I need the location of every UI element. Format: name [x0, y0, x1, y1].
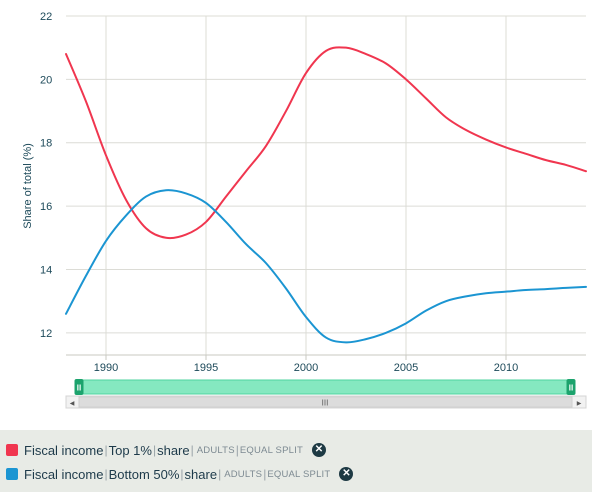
- y-axis-label: Share of total (%): [22, 143, 34, 229]
- navigator-selected-range[interactable]: [77, 379, 573, 395]
- handle-grip-icon: II: [569, 384, 573, 393]
- legend-unit: EQUAL SPLIT: [267, 468, 331, 480]
- range-scrollbar[interactable]: III ◀ ▶: [65, 395, 587, 409]
- legend-measure: share: [184, 466, 218, 482]
- y-tick-label: 16: [40, 201, 52, 213]
- legend-separator: |: [263, 467, 267, 481]
- legend-variable: Fiscal income: [24, 466, 104, 482]
- scrollbar-thumb[interactable]: [78, 396, 573, 408]
- scroll-left-arrow-icon[interactable]: ◀: [70, 401, 75, 407]
- y-tick-label: 20: [40, 74, 52, 86]
- scroll-right-arrow-icon[interactable]: ▶: [577, 401, 582, 407]
- axes: 12 14 16 18 20 22 1990 1995 2000 2005 2010: [40, 11, 586, 374]
- navigator-left-handle[interactable]: [74, 379, 84, 395]
- legend-population: ADULTS: [224, 468, 263, 480]
- legend-population: ADULTS: [196, 444, 235, 456]
- range-navigator[interactable]: II II: [74, 379, 576, 395]
- x-tick-label: 2000: [294, 362, 318, 374]
- legend-group: Top 1%: [108, 442, 152, 458]
- legend-measure: share: [157, 442, 190, 458]
- legend-item: Fiscal income | Bottom 50% | share | ADU…: [6, 464, 354, 484]
- scrollbar-grip-icon: III: [322, 399, 329, 408]
- x-tick-label: 1990: [94, 362, 118, 374]
- series-color-swatch: [6, 444, 18, 456]
- legend-separator: |: [235, 443, 239, 457]
- x-tick-label: 2010: [494, 362, 518, 374]
- legend: Fiscal income | Top 1% | share | ADULTS …: [0, 430, 592, 492]
- legend-separator: |: [190, 443, 194, 457]
- legend-separator: |: [152, 443, 157, 457]
- remove-series-icon[interactable]: ✕: [339, 467, 354, 481]
- legend-separator: |: [104, 467, 108, 481]
- line-chart: 12 14 16 18 20 22 1990 1995 2000 2005 2010 Share o…: [22, 11, 587, 409]
- series-line-bottom-50pct: [65, 189, 587, 344]
- remove-series-icon[interactable]: ✕: [311, 443, 326, 457]
- series-line-top-1pct: [65, 46, 587, 240]
- legend-item: Fiscal income | Top 1% | share | ADULTS …: [6, 440, 326, 460]
- legend-separator: |: [180, 467, 184, 481]
- legend-separator: |: [218, 467, 222, 481]
- y-tick-label: 18: [40, 138, 52, 150]
- navigator-right-handle[interactable]: [566, 379, 576, 395]
- y-tick-label: 22: [40, 11, 52, 23]
- legend-unit: EQUAL SPLIT: [239, 444, 303, 456]
- y-tick-label: 12: [40, 328, 52, 340]
- legend-group: Bottom 50%: [108, 466, 180, 482]
- legend-separator: |: [104, 443, 108, 457]
- series-color-swatch: [6, 468, 18, 480]
- legend-variable: Fiscal income: [24, 442, 104, 458]
- handle-grip-icon: II: [77, 384, 81, 393]
- grid: [66, 15, 586, 355]
- series-lines: [65, 46, 587, 344]
- x-tick-label: 1995: [194, 362, 218, 374]
- x-tick-label: 2005: [394, 362, 418, 374]
- y-tick-label: 14: [40, 264, 52, 276]
